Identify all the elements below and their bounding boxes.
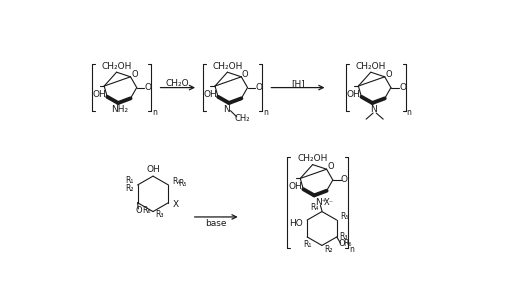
- Text: R₅: R₅: [340, 212, 349, 221]
- Text: O: O: [338, 239, 345, 248]
- Text: O: O: [136, 206, 143, 215]
- Text: O: O: [145, 83, 152, 92]
- Text: OH: OH: [289, 182, 303, 191]
- Text: R₁: R₁: [303, 240, 311, 249]
- Text: N: N: [223, 105, 230, 114]
- Text: O: O: [385, 70, 392, 79]
- Text: O: O: [341, 176, 348, 184]
- Text: R₄: R₄: [172, 177, 180, 186]
- Text: CH₂OH: CH₂OH: [212, 61, 243, 70]
- Text: CH₂: CH₂: [235, 114, 250, 123]
- Text: [H]: [H]: [291, 79, 305, 88]
- Text: O: O: [327, 162, 334, 171]
- Text: NH₂: NH₂: [111, 105, 128, 114]
- Text: n: n: [406, 108, 411, 117]
- Text: R₆: R₆: [142, 206, 150, 215]
- Text: O: O: [399, 83, 406, 92]
- Text: CH₂OH: CH₂OH: [101, 61, 132, 70]
- Text: R₂: R₂: [126, 184, 134, 193]
- Text: R₃: R₃: [339, 232, 348, 242]
- Text: HO: HO: [289, 219, 303, 228]
- Text: OH: OH: [146, 166, 160, 175]
- Text: N: N: [370, 105, 377, 114]
- Text: CH₂OH: CH₂OH: [356, 61, 386, 70]
- Text: R₅: R₅: [178, 179, 187, 188]
- Text: X: X: [172, 200, 178, 209]
- Text: R₄: R₄: [310, 203, 318, 212]
- Text: base: base: [205, 219, 226, 228]
- Text: X⁻: X⁻: [324, 198, 334, 207]
- Text: R₁: R₁: [126, 176, 134, 185]
- Text: OH: OH: [347, 90, 361, 99]
- Text: O: O: [242, 70, 248, 79]
- Text: OH: OH: [203, 90, 217, 99]
- Text: O: O: [256, 83, 263, 92]
- Text: n: n: [263, 108, 268, 117]
- Text: O: O: [131, 70, 137, 79]
- Text: R₂: R₂: [324, 245, 332, 254]
- Text: N⁺: N⁺: [315, 198, 326, 207]
- Text: n: n: [152, 108, 157, 117]
- Text: CH₂O: CH₂O: [166, 79, 190, 88]
- Text: R₆: R₆: [343, 239, 352, 248]
- Text: n: n: [349, 245, 354, 254]
- Text: CH₂OH: CH₂OH: [297, 154, 328, 163]
- Text: OH: OH: [92, 90, 106, 99]
- Text: R₃: R₃: [156, 210, 164, 219]
